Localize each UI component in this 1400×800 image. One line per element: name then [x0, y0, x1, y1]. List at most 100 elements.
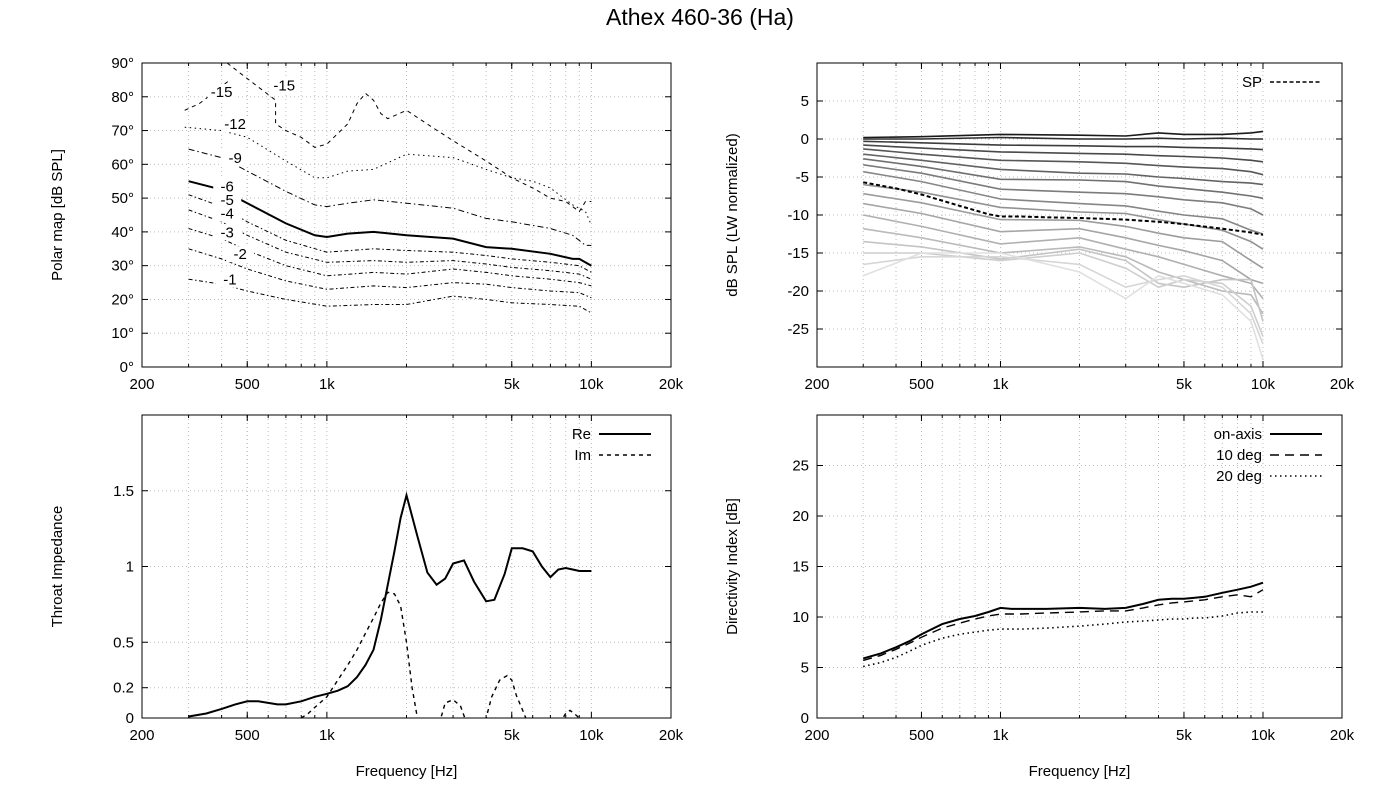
x-tick-label: 200: [129, 727, 154, 744]
x-tick-label: 5k: [1176, 727, 1192, 744]
y-axis-label: Polar map [dB SPL]: [49, 149, 66, 281]
y-tick-label: 20°: [111, 291, 134, 308]
contour-label: -6: [221, 179, 234, 196]
x-tick-label: 1k: [993, 727, 1009, 744]
y-axis-label: Throat Impedance: [49, 506, 66, 628]
contour-line: [188, 228, 592, 287]
contour-line: [188, 180, 592, 267]
contour-label: -3: [221, 224, 234, 241]
plot-area: [862, 581, 1264, 668]
fan-curve-4: [863, 148, 1264, 176]
y-tick-label: -15: [787, 245, 809, 262]
chart-polar: 200 500 1k 5k 10k 20k 0° 10° 20° 30° 40° 50° 60° 70° 8…: [49, 55, 684, 393]
x-tick-label: 1k: [319, 376, 335, 393]
y-tick-label: 0°: [120, 359, 134, 376]
series-20-deg: [863, 611, 1263, 668]
contour-label-bg: [221, 116, 250, 133]
y-tick-label: 20: [792, 508, 809, 525]
fan-curve-9: [863, 183, 1264, 250]
x-tick-label: 20k: [1330, 376, 1355, 393]
plot-frame: [816, 414, 1343, 719]
series-on-axis: [862, 581, 1264, 660]
fan-curve-16: [863, 256, 1264, 345]
fan-curve-1: [863, 136, 1263, 140]
y-tick-label: 60°: [111, 156, 134, 173]
fan-curve-17: [862, 252, 1264, 360]
contour-label-bg: [215, 271, 244, 288]
x-axis-label: Frequency [Hz]: [356, 763, 458, 780]
y-tick-label: 10: [792, 609, 809, 626]
x-tick-label: 10k: [1251, 727, 1276, 744]
contour-label: -15: [211, 84, 233, 101]
x-tick-label: 10k: [1251, 376, 1276, 393]
chart-spl: 200 500 1k 5k 10k 20k -25 -20 -15 -10 -5 0 5 dB SPL (…: [724, 62, 1355, 393]
y-tick-label: 0.5: [113, 634, 134, 651]
fan-curve-6: [863, 158, 1264, 200]
contour-line: [188, 148, 592, 246]
x-tick-label: 500: [235, 727, 260, 744]
contour-label-bg: [270, 77, 299, 94]
y-tick-label: -10: [787, 207, 809, 224]
contour-line: [299, 63, 301, 64]
fan-curve-13: [863, 227, 1264, 315]
contour-label: -1: [223, 272, 236, 289]
y-axis-label: dB SPL (LW normalized): [724, 133, 741, 296]
contour-label-bg: [213, 224, 242, 241]
x-tick-label: 20k: [659, 727, 684, 744]
y-tick-label: 10°: [111, 325, 134, 342]
contour-label-bg: [221, 149, 250, 166]
x-axis-label: Frequency [Hz]: [1029, 763, 1131, 780]
y-tick-label: 0.2: [113, 680, 134, 697]
contour-label-bg: [213, 178, 242, 195]
legend-label: 20 deg: [1216, 468, 1262, 485]
contour-label: -2: [233, 246, 246, 263]
plot-area: [184, 63, 592, 314]
fan-curve-11: [863, 202, 1264, 285]
page-title: Athex 460-36 (Ha): [606, 4, 794, 30]
chart-di: 200 500 1k 5k 10k 20k 0 5 10 15 20 25 Directivity In…: [724, 414, 1355, 780]
x-tick-label: 1k: [993, 376, 1009, 393]
y-tick-label: 0: [126, 710, 134, 727]
y-tick-label: 90°: [111, 55, 134, 72]
series-SP: [863, 181, 1264, 236]
y-tick-label: -25: [787, 321, 809, 338]
legend-label: on-axis: [1214, 426, 1262, 443]
legend-label: Im: [574, 447, 591, 464]
contour-line: [188, 248, 592, 299]
chart-impedance: 200 500 1k 5k 10k 20k 0 0.2 0.5 1 1.5 Throat Impeda…: [49, 414, 684, 780]
series-10-deg: [863, 589, 1264, 662]
x-tick-label: 500: [909, 376, 934, 393]
y-tick-label: -5: [796, 169, 809, 186]
x-tick-label: 20k: [659, 376, 684, 393]
fan-curve-3: [863, 144, 1264, 163]
series-Im: [300, 591, 580, 718]
contour-line: [188, 194, 592, 273]
x-tick-label: 5k: [504, 727, 520, 744]
series-Re: [188, 491, 592, 718]
contour-label: -9: [228, 150, 241, 167]
contour-line: [184, 126, 592, 226]
contour-line: [188, 278, 592, 314]
y-tick-label: 1: [126, 559, 134, 576]
y-tick-label: 30°: [111, 258, 134, 275]
fan-curve-15: [863, 252, 1264, 337]
x-tick-label: 1k: [319, 727, 335, 744]
y-tick-label: 15: [792, 559, 809, 576]
y-tick-label: 25: [792, 458, 809, 475]
plot-area: [862, 130, 1264, 360]
contour-label-bg: [226, 246, 255, 263]
x-tick-label: 200: [804, 376, 829, 393]
x-tick-label: 10k: [579, 727, 604, 744]
contour-line: [188, 209, 592, 280]
y-tick-label: 0: [801, 710, 809, 727]
contour-label-bg: [213, 205, 242, 222]
contour-label: -4: [221, 206, 234, 223]
y-tick-label: 5: [801, 93, 809, 110]
x-tick-label: 500: [909, 727, 934, 744]
y-tick-label: 80°: [111, 89, 134, 106]
legend-label: SP: [1242, 74, 1262, 91]
fan-curve-8: [863, 170, 1264, 235]
contour-line: [184, 79, 231, 111]
x-tick-label: 200: [804, 727, 829, 744]
